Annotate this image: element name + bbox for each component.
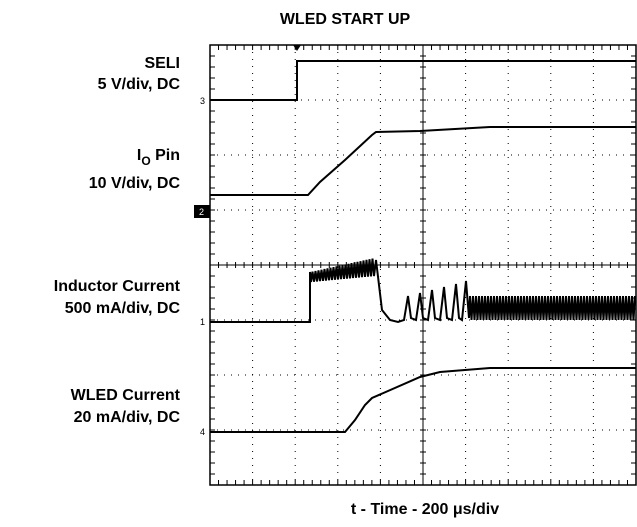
channel-scale: 500 mA/div, DC <box>65 300 181 317</box>
trace-io <box>210 126 636 196</box>
channel-name: WLED Current <box>71 387 181 404</box>
title: WLED START UP <box>280 11 411 28</box>
channel-marker: 1 <box>200 317 205 327</box>
channel-marker-box <box>194 205 210 218</box>
trace-wled <box>210 367 636 433</box>
channel-marker: 4 <box>200 427 205 437</box>
channel-marker: 3 <box>200 96 205 106</box>
trace-seli <box>210 60 636 101</box>
grid <box>209 44 637 486</box>
channel-scale: 10 V/div, DC <box>89 175 181 192</box>
channel-scale: 20 mA/div, DC <box>74 409 181 426</box>
channel-name-suffix: Pin <box>151 147 180 164</box>
trigger-marker <box>293 45 301 51</box>
screen-border <box>209 44 637 486</box>
channel-name-main: I <box>137 147 141 164</box>
channel-scale: 5 V/div, DC <box>98 76 181 93</box>
channel-name: SELI <box>144 55 180 72</box>
channel-subscript: O <box>141 154 150 168</box>
channel-name: IO Pin <box>137 147 180 168</box>
channel-name: Inductor Current <box>54 278 181 295</box>
x-label: t - Time - 200 μs/div <box>351 501 499 518</box>
channel-marker: 2 <box>199 207 204 217</box>
trace-inductor <box>210 258 636 324</box>
